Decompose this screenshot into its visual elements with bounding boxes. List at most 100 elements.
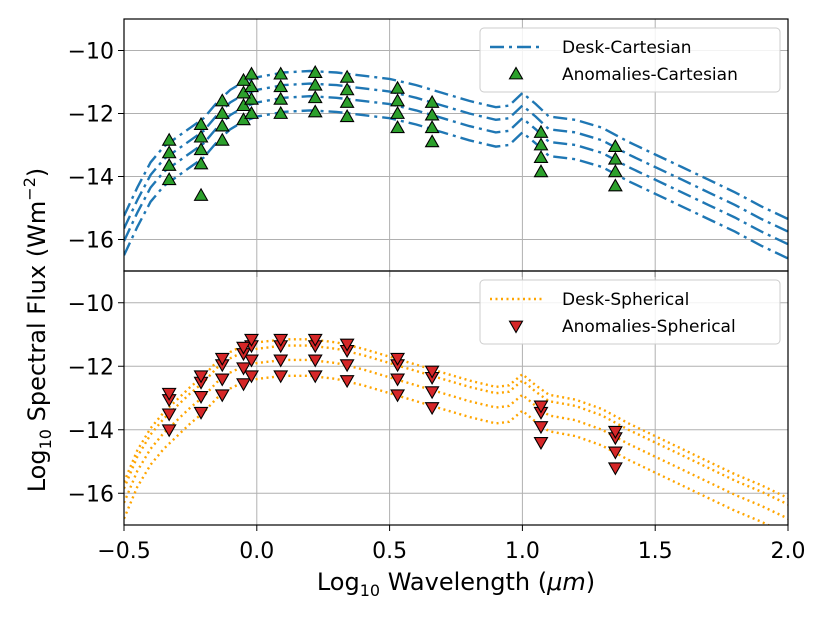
series-markers (161, 333, 623, 476)
anomaly-marker (193, 156, 209, 170)
panel-cartesian: −16 −14 −12 −10 Desk-Cartesian Anomalies-Cart… (68, 18, 789, 277)
anomaly-marker (607, 462, 623, 476)
anomaly-marker (607, 138, 623, 152)
y-tick-label: −14 (68, 419, 114, 444)
anomaly-marker (533, 149, 549, 164)
x-axis-title: Log10 Wavelength (μm) (317, 568, 595, 600)
y-tick-label: −12 (68, 103, 114, 128)
anomaly-marker (244, 105, 259, 119)
anomaly-marker (533, 164, 549, 178)
anomaly-marker (424, 386, 440, 400)
anomaly-marker (339, 94, 355, 108)
anomaly-marker (214, 105, 230, 119)
anomaly-marker (424, 402, 440, 416)
anomaly-marker (236, 378, 251, 392)
spectrum-line-2 (124, 94, 788, 246)
anomaly-marker (236, 362, 251, 376)
anomaly-marker (214, 93, 230, 107)
x-tick-label: 0.0 (239, 539, 274, 564)
legend-box (479, 27, 781, 93)
anomaly-marker (390, 120, 406, 134)
y-tick-label: −16 (68, 229, 114, 254)
y-tick-label: −16 (68, 482, 114, 507)
y-axis-title: Log10 Spectral Flux (Wm−2) (20, 168, 55, 493)
anomaly-marker (339, 375, 355, 389)
anomaly-marker (236, 341, 251, 355)
anomaly-marker (607, 446, 623, 460)
spectrum-line-3 (124, 82, 788, 233)
x-tick-label: 0.5 (372, 539, 407, 564)
x-tick-label: −0.5 (97, 539, 150, 564)
anomaly-marker (307, 354, 323, 368)
spectrum-line-4 (124, 69, 788, 221)
y-tick-label: −12 (68, 355, 114, 380)
anomaly-marker (390, 352, 406, 366)
legend-marker-swatch (508, 66, 524, 80)
x-tick-label: 1.0 (505, 539, 540, 564)
anomaly-marker (236, 112, 251, 126)
anomaly-marker (307, 333, 323, 347)
anomaly-marker (390, 389, 406, 403)
anomaly-marker (424, 120, 440, 134)
anomaly-marker (424, 94, 440, 108)
anomaly-marker (533, 124, 549, 138)
anomaly-marker (307, 370, 323, 384)
anomaly-marker (193, 142, 209, 156)
legend-box (479, 279, 781, 345)
anomaly-marker (273, 79, 289, 93)
anomaly-marker (244, 333, 259, 347)
anomaly-marker (307, 64, 323, 78)
anomaly-marker (236, 98, 251, 112)
anomaly-marker (214, 389, 230, 403)
anomaly-marker (339, 359, 355, 373)
anomaly-marker (244, 370, 259, 384)
anomaly-marker (193, 116, 209, 130)
y-tick-label: −14 (68, 166, 114, 191)
anomaly-marker (273, 105, 289, 119)
anomaly-marker (214, 373, 230, 387)
anomaly-marker (193, 406, 209, 420)
anomaly-marker (607, 151, 623, 165)
anomaly-marker (273, 370, 289, 384)
x-tick-label: 2.0 (771, 539, 806, 564)
anomaly-marker (236, 85, 251, 99)
legend-label-markers: Anomalies-Spherical (562, 317, 736, 337)
legend-marker-swatch (508, 320, 524, 334)
axes-frame (123, 270, 789, 526)
anomaly-marker (193, 187, 209, 201)
anomaly-marker (390, 105, 406, 119)
anomaly-marker (390, 80, 406, 94)
anomaly-marker (273, 91, 289, 105)
anomaly-marker (533, 437, 549, 451)
anomaly-marker (307, 90, 323, 104)
anomaly-marker (273, 333, 289, 347)
anomaly-marker (533, 137, 549, 151)
anomaly-marker (244, 79, 259, 93)
anomaly-marker (339, 338, 355, 352)
anomaly-marker (214, 118, 230, 132)
anomaly-marker (161, 132, 177, 146)
anomaly-marker (161, 145, 177, 159)
series-lines (124, 69, 788, 260)
y-tick-label: −10 (68, 40, 114, 65)
anomaly-marker (339, 69, 355, 83)
anomaly-marker (214, 352, 230, 366)
anomaly-marker (607, 178, 623, 192)
panel-spherical: −16 −14 −12 −10 −0.5 0.0 0.5 1.0 1.5 2.0 Desk-Sphe… (68, 270, 806, 564)
legend: Desk-Cartesian Anomalies-Cartesian (479, 27, 781, 93)
anomaly-marker (244, 91, 259, 105)
anomaly-marker (193, 390, 209, 405)
anomaly-marker (424, 365, 440, 379)
anomaly-marker (424, 107, 440, 121)
anomaly-marker (161, 172, 177, 186)
anomaly-marker (607, 164, 623, 178)
anomaly-marker (339, 109, 355, 123)
anomaly-marker (193, 129, 209, 143)
anomaly-marker (424, 134, 440, 148)
anomaly-marker (273, 66, 289, 80)
anomaly-marker (236, 72, 251, 86)
legend-label-lines: Desk-Cartesian (562, 38, 692, 58)
anomaly-marker (161, 387, 177, 401)
anomaly-marker (607, 425, 623, 439)
